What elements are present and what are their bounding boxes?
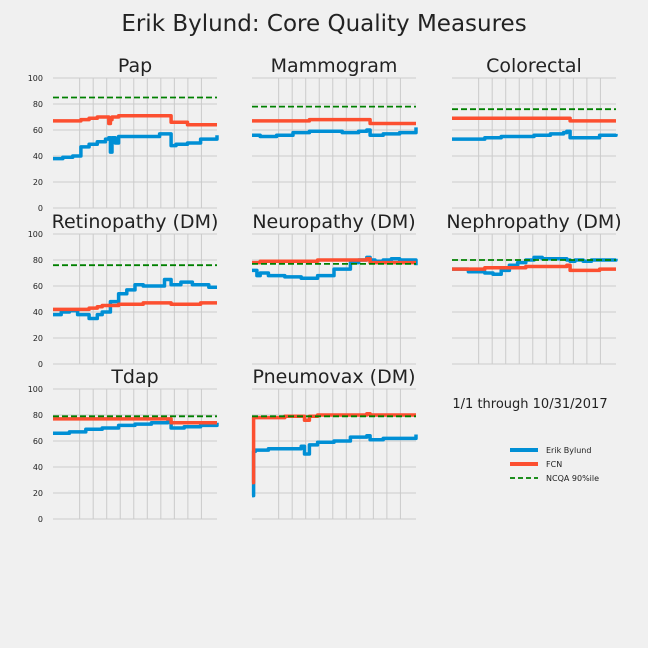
chart-panels: 0 20 40 60 80 100 Pap Mammogram Colorectal 0 20 40 6… — [28, 55, 622, 524]
y-tick-label: 0 — [38, 204, 43, 213]
panel-title: Colorectal — [486, 55, 582, 77]
y-tick-label: 40 — [33, 463, 43, 472]
y-tick-label: 60 — [33, 437, 43, 446]
series-fcn-line — [53, 113, 217, 127]
panel-title: Retinopathy (DM) — [52, 211, 219, 233]
y-tick-label: 40 — [33, 308, 43, 317]
y-tick-label: 80 — [33, 100, 43, 109]
y-tick-label: 0 — [38, 515, 43, 524]
legend-label: Erik Bylund — [546, 446, 591, 455]
y-tick-label: 60 — [33, 126, 43, 135]
plot-area — [53, 389, 217, 519]
panel-title: Tdap — [110, 366, 158, 388]
series-erik-bylund-line — [251, 434, 418, 498]
legend-item-erik-bylund: Erik Bylund — [510, 446, 591, 455]
figure-title: Erik Bylund: Core Quality Measures — [121, 11, 526, 37]
series-erik-bylund-line — [252, 127, 418, 139]
date-range-label: 1/1 through 10/31/2017 — [452, 397, 607, 412]
plot-area — [53, 234, 217, 364]
series-erik-bylund-line — [252, 255, 418, 280]
y-tick-label: 80 — [33, 256, 43, 265]
y-tick-label: 80 — [33, 411, 43, 420]
series-fcn-line — [53, 301, 217, 312]
panel-title: Nephropathy (DM) — [446, 211, 621, 233]
series-fcn-line — [252, 117, 416, 126]
plot-area — [252, 234, 416, 364]
legend-item-ncqa-90-ile: NCQA 90%ile — [510, 474, 599, 483]
series-fcn-line — [252, 256, 416, 265]
y-tick-label: 100 — [28, 385, 43, 394]
y-tick-label: 40 — [33, 152, 43, 161]
y-tick-label: 20 — [33, 334, 43, 343]
chart-panel-nephropathy-dm: Nephropathy (DM) — [446, 211, 622, 365]
plot-area — [252, 389, 416, 519]
legend-label: NCQA 90%ile — [546, 474, 599, 483]
series-fcn-line — [53, 417, 217, 425]
series-fcn-line — [452, 263, 616, 273]
chart-panel-tdap: 0 20 40 60 80 100 Tdap — [28, 366, 219, 524]
chart-panel-pneumovax-dm: Pneumovax (DM) — [251, 366, 418, 520]
plot-area — [452, 78, 616, 208]
chart-panel-retinopathy-dm: 0 20 40 60 80 100 Retinopathy (DM) — [28, 211, 219, 369]
chart-panel-pap: 0 20 40 60 80 100 Pap — [28, 55, 219, 213]
plot-area — [252, 78, 416, 208]
series-erik-bylund-line — [452, 129, 618, 141]
legend-item-fcn: FCN — [510, 460, 562, 469]
y-tick-label: 0 — [38, 360, 43, 369]
y-tick-label: 20 — [33, 489, 43, 498]
series-erik-bylund-line — [53, 419, 219, 435]
panel-title: Neuropathy (DM) — [252, 211, 415, 233]
panel-title: Pap — [118, 55, 152, 77]
plot-area — [452, 234, 616, 364]
legend-label: FCN — [546, 460, 562, 469]
chart-legend: Erik Bylund FCN NCQA 90%ile — [510, 446, 599, 483]
series-erik-bylund-line — [53, 277, 217, 321]
y-tick-label: 100 — [28, 230, 43, 239]
chart-panel-neuropathy-dm: Neuropathy (DM) — [252, 211, 418, 365]
panel-title: Pneumovax (DM) — [252, 366, 415, 388]
y-tick-label: 100 — [28, 74, 43, 83]
y-tick-label: 60 — [33, 282, 43, 291]
series-erik-bylund-line — [53, 132, 219, 161]
y-tick-label: 20 — [33, 178, 43, 187]
panel-title: Mammogram — [271, 55, 398, 77]
series-fcn-line — [452, 116, 616, 123]
chart-panel-mammogram: Mammogram — [252, 55, 418, 209]
chart-panel-colorectal: Colorectal — [452, 55, 618, 209]
